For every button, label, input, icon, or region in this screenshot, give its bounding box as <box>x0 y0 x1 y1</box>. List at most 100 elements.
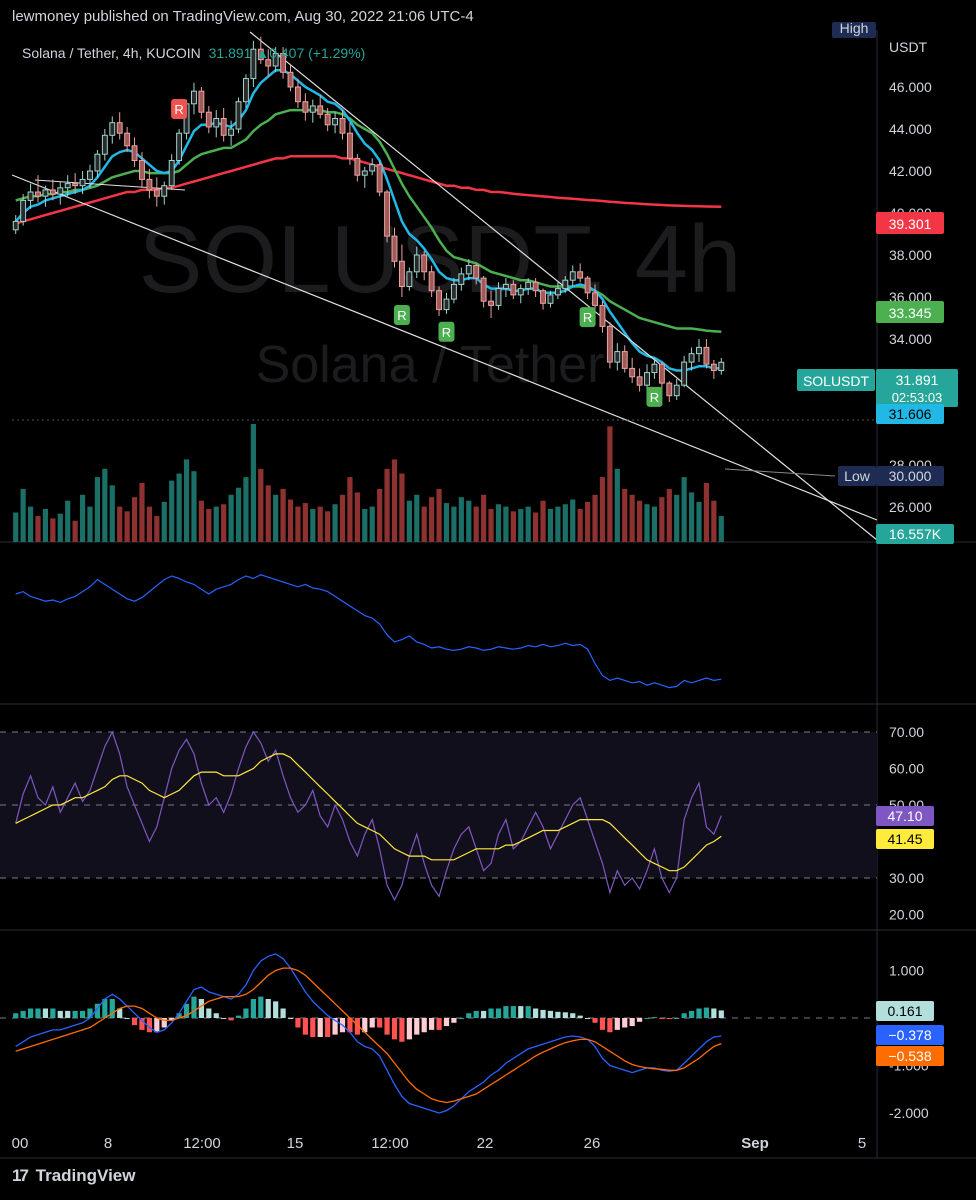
volume-bar <box>384 468 390 542</box>
volume-bar <box>42 508 49 542</box>
last-price-badge-bg <box>876 369 958 407</box>
volume-bar <box>666 488 672 542</box>
low-badge-bg <box>838 466 876 486</box>
macd-histogram-bar <box>540 1009 546 1018</box>
macd-tick-label: -2.000 <box>889 1105 929 1121</box>
macd-histogram-bar <box>273 1001 279 1018</box>
macd-histogram-bar <box>198 999 204 1018</box>
candle-body <box>376 164 383 193</box>
high-badge: High <box>840 20 869 36</box>
candle-body <box>629 367 636 378</box>
macd-histogram-bar <box>622 1018 628 1028</box>
macd-histogram-bar <box>213 1013 219 1018</box>
candle-body <box>436 290 443 311</box>
macd-histogram-bar <box>614 1018 620 1030</box>
rsi-line <box>15 730 722 902</box>
volume-bar <box>651 506 658 542</box>
support-marker-label: R <box>583 310 592 325</box>
candle-body <box>718 361 725 372</box>
volume-bar <box>577 508 583 542</box>
low-badge: Low <box>844 468 871 484</box>
macd-histogram-bar <box>555 1011 561 1018</box>
macd-histogram-bar <box>250 999 256 1018</box>
volume-bar <box>644 504 650 542</box>
volume-bar <box>473 506 479 542</box>
support-marker <box>579 307 596 328</box>
candle-body <box>20 199 27 222</box>
low-value-badge-bg <box>876 466 944 486</box>
candle-body <box>109 122 116 136</box>
macd-histogram-bar <box>325 1018 331 1037</box>
macd-hist-badge: 0.161 <box>887 1003 922 1019</box>
candle-body <box>703 346 710 365</box>
volume-bar <box>629 494 635 542</box>
candle-body <box>406 271 413 287</box>
volume-bar <box>347 477 353 542</box>
macd-histogram-bar <box>466 1013 472 1018</box>
support-marker-label: R <box>442 325 451 340</box>
rsi-badge-bg <box>876 806 934 826</box>
watermark-line2: Solana / Tether <box>256 336 605 394</box>
volume-bar <box>13 512 19 542</box>
candle-body <box>161 185 168 197</box>
macd-histogram-bar <box>206 1008 212 1018</box>
time-tick-label: 15 <box>287 1135 304 1152</box>
volume-bar <box>280 488 286 542</box>
price-tick-label: 26.000 <box>889 499 932 515</box>
candle-body <box>465 265 472 275</box>
support-trendline <box>11 174 878 521</box>
price-tick-label: 42.000 <box>889 163 932 179</box>
candle-body <box>79 178 86 187</box>
candle-body <box>94 153 101 172</box>
rsi-tick-label: 30.00 <box>889 870 924 886</box>
candle-body <box>213 118 220 128</box>
volume-bar <box>495 504 502 542</box>
candle-body <box>220 118 227 136</box>
symbol-legend: Solana / Tether, 4h, KUCOIN 31.891 ▲0.40… <box>22 45 365 61</box>
macd-histogram-bar <box>592 1018 598 1023</box>
high-badge-bg <box>832 22 876 38</box>
candle-body <box>710 363 717 372</box>
volume-bar <box>161 501 167 542</box>
publish-line: lewmoney published on TradingView.com, A… <box>12 8 474 25</box>
candle-body <box>57 187 64 195</box>
volume-bar <box>325 511 331 542</box>
macd-histogram-bar <box>681 1013 687 1018</box>
volume-bar <box>139 483 145 542</box>
candle-body <box>12 220 19 231</box>
macd-histogram-bar <box>443 1018 450 1027</box>
candle-body <box>480 277 487 302</box>
volume-bar <box>674 494 680 542</box>
volume-bar <box>391 459 398 542</box>
tradingview-brand[interactable]: 17 TradingView <box>12 1166 135 1186</box>
volume-bar <box>399 473 405 542</box>
signal-line <box>15 967 722 1104</box>
volume-bar <box>510 511 516 542</box>
macd-histogram-bar <box>525 1006 531 1018</box>
candle-body <box>243 78 249 103</box>
price-tick-label: 34.000 <box>889 331 932 347</box>
time-tick-label: 22 <box>477 1135 494 1152</box>
support-marker <box>646 386 663 407</box>
time-tick-label: 8 <box>104 1135 112 1152</box>
macd-histogram-bar <box>629 1018 635 1027</box>
volume-bar <box>703 483 710 542</box>
macd-histogram-bar <box>287 1018 294 1019</box>
resistance-marker-label: R <box>174 102 183 117</box>
candle-body <box>198 90 205 113</box>
candle-body <box>302 101 309 113</box>
candle-body <box>621 351 628 369</box>
candle-body <box>495 288 502 306</box>
candle-body <box>413 254 420 273</box>
obv-line <box>15 574 722 689</box>
candle-body <box>369 164 376 172</box>
macd-histogram-bar <box>651 1017 658 1019</box>
macd-histogram-bar <box>161 1018 167 1028</box>
volume-bar <box>124 511 130 542</box>
volume-bar <box>607 426 613 542</box>
candle-body <box>473 265 480 279</box>
price-unit-label: USDT <box>889 39 928 55</box>
candle-body <box>35 191 41 197</box>
volume-bar <box>681 477 687 542</box>
